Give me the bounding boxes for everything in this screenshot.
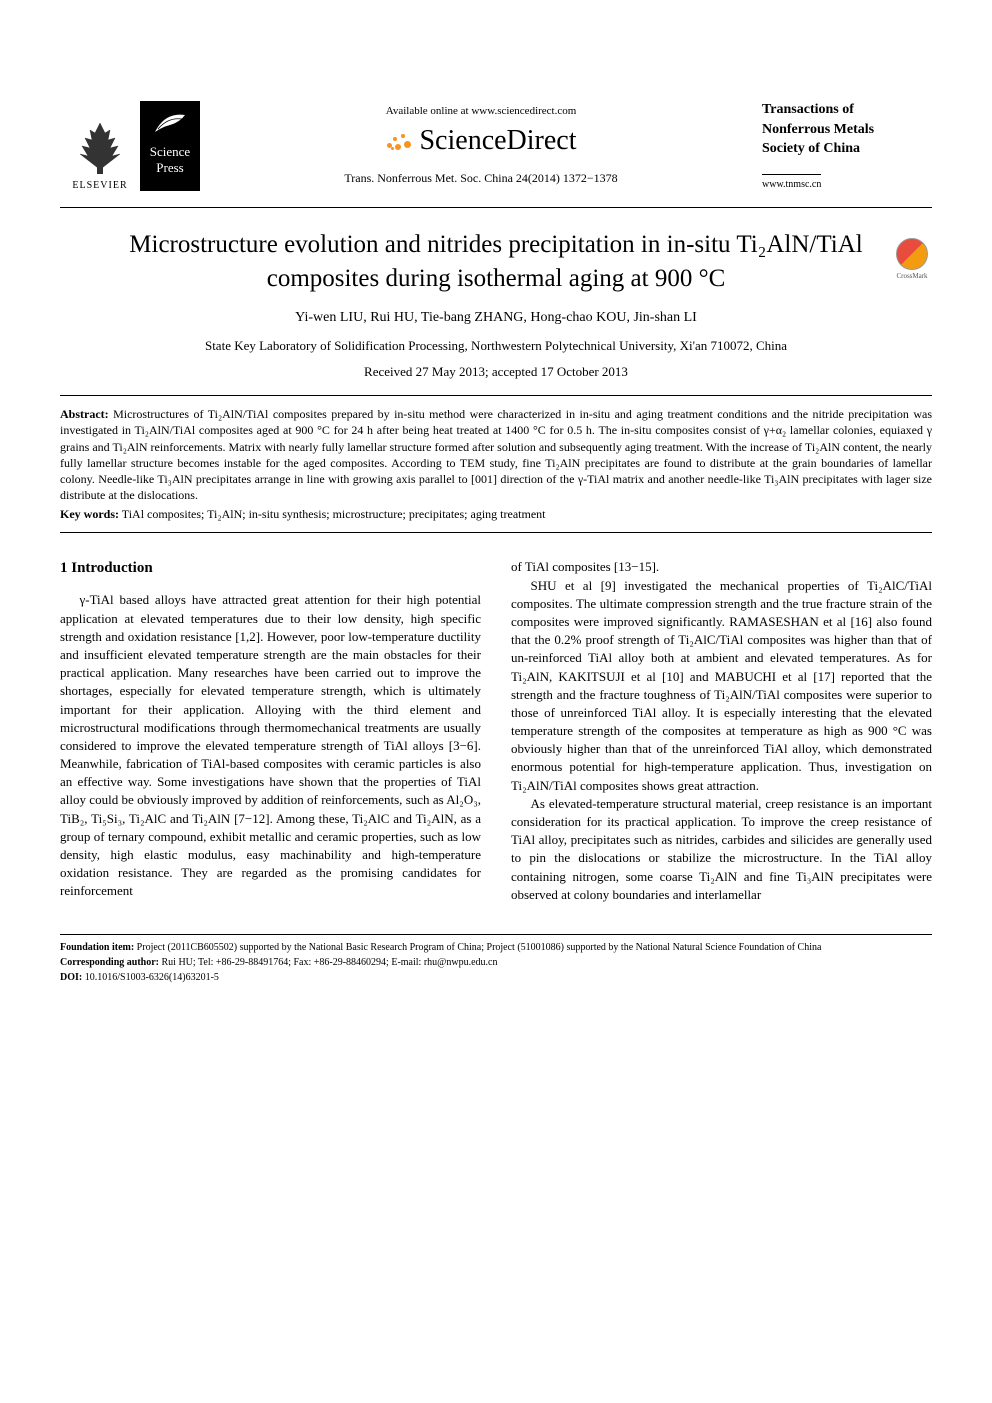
affiliation: State Key Laboratory of Solidification P…	[60, 338, 932, 354]
crossmark-badge[interactable]: CrossMark	[892, 238, 932, 288]
journal-name: Transactions of Nonferrous Metals Societ…	[762, 100, 932, 159]
abstract-block: Abstract: Microstructures of Ti₂AlN/TiAl…	[60, 395, 932, 533]
left-p1: γ-TiAl based alloys have attracted great…	[60, 591, 481, 900]
doi-label: DOI:	[60, 972, 82, 983]
corresponding-line: Corresponding author: Rui HU; Tel: +86-2…	[60, 956, 932, 970]
citation-line: Trans. Nonferrous Met. Soc. China 24(201…	[220, 171, 742, 186]
foundation-line: Foundation item: Project (2011CB605502) …	[60, 941, 932, 955]
sciencedirect-icon	[385, 131, 413, 151]
elsevier-label: ELSEVIER	[72, 180, 127, 191]
doi-line: DOI: 10.1016/S1003-6326(14)63201-5	[60, 971, 932, 985]
sciencedirect-text: ScienceDirect	[419, 125, 576, 157]
journal-name-l1: Transactions of	[762, 102, 854, 117]
available-online-text: Available online at www.sciencedirect.co…	[220, 105, 742, 117]
right-p3: As elevated-temperature structural mater…	[511, 795, 932, 904]
paper-title: Microstructure evolution and nitrides pr…	[60, 228, 932, 296]
publisher-logos: ELSEVIER Science Press	[60, 101, 200, 191]
journal-name-l2: Nonferrous Metals	[762, 122, 874, 137]
doi-text: 10.1016/S1003-6326(14)63201-5	[82, 972, 219, 983]
sciencedirect-logo: ScienceDirect	[385, 125, 576, 157]
journal-info: Transactions of Nonferrous Metals Societ…	[762, 100, 932, 192]
elsevier-logo: ELSEVIER	[60, 101, 140, 191]
title-line-1: Microstructure evolution and nitrides pr…	[129, 231, 862, 258]
keywords-label: Key words:	[60, 507, 119, 521]
elsevier-tree-icon	[70, 118, 130, 178]
left-column: 1 Introduction γ-TiAl based alloys have …	[60, 558, 481, 904]
title-line-2: composites during isothermal aging at 90…	[267, 265, 726, 292]
sp-science-label: Science	[150, 144, 190, 160]
center-header: Available online at www.sciencedirect.co…	[220, 105, 742, 186]
right-p2: SHU et al [9] investigated the mechanica…	[511, 577, 932, 795]
keywords-body: TiAl composites; Ti₂AlN; in-situ synthes…	[119, 507, 546, 521]
journal-header: ELSEVIER Science Press Available online …	[60, 100, 932, 192]
crossmark-icon	[896, 238, 928, 270]
journal-url: www.tnmsc.cn	[762, 174, 821, 190]
keywords-text: Key words: TiAl composites; Ti₂AlN; in-s…	[60, 507, 932, 522]
corr-text: Rui HU; Tel: +86-29-88491764; Fax: +86-2…	[159, 957, 497, 968]
authors: Yi-wen LIU, Rui HU, Tie-bang ZHANG, Hong…	[60, 310, 932, 326]
abstract-body: Microstructures of Ti₂AlN/TiAl composite…	[60, 407, 932, 502]
crossmark-label: CrossMark	[896, 272, 927, 280]
foundation-label: Foundation item:	[60, 942, 134, 953]
header-rule	[60, 207, 932, 208]
received-accepted: Received 27 May 2013; accepted 17 Octobe…	[60, 364, 932, 380]
title-block: Microstructure evolution and nitrides pr…	[60, 228, 932, 296]
abstract-label: Abstract:	[60, 407, 109, 421]
corr-label: Corresponding author:	[60, 957, 159, 968]
right-p1: of TiAl composites [13−15].	[511, 558, 932, 576]
journal-name-l3: Society of China	[762, 141, 860, 156]
section-1-heading: 1 Introduction	[60, 558, 481, 579]
science-press-logo: Science Press	[140, 101, 200, 191]
footer-block: Foundation item: Project (2011CB605502) …	[60, 934, 932, 985]
foundation-text: Project (2011CB605502) supported by the …	[134, 942, 821, 953]
right-column: of TiAl composites [13−15]. SHU et al [9…	[511, 558, 932, 904]
abstract-text: Abstract: Microstructures of Ti₂AlN/TiAl…	[60, 406, 932, 503]
sp-press-label: Press	[156, 160, 183, 176]
body-columns: 1 Introduction γ-TiAl based alloys have …	[60, 558, 932, 904]
